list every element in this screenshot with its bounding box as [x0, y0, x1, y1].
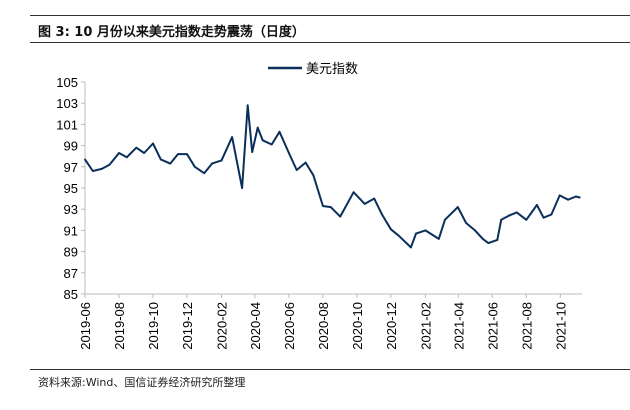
- title-top-rule: [30, 15, 630, 16]
- data-point: [322, 205, 324, 207]
- y-tick-label: 99: [64, 139, 78, 154]
- data-point: [415, 232, 417, 235]
- data-point: [152, 142, 154, 145]
- data-point: [312, 174, 315, 177]
- x-tick-label: 2020-06: [282, 302, 297, 350]
- data-point: [508, 214, 510, 217]
- data-point: [295, 169, 298, 171]
- data-point: [261, 139, 264, 142]
- data-point: [558, 194, 561, 197]
- x-tick-label: 2021-08: [519, 302, 534, 350]
- data-point: [550, 213, 553, 216]
- data-point: [108, 163, 111, 166]
- x-tick-label: 2019-12: [180, 302, 195, 350]
- data-point: [381, 213, 383, 216]
- data-point: [100, 168, 103, 170]
- y-tick-label: 85: [64, 287, 78, 302]
- data-point: [256, 126, 259, 129]
- data-point: [84, 158, 86, 161]
- x-tick-label: 2020-02: [215, 302, 230, 350]
- data-point: [567, 198, 569, 201]
- data-point: [535, 204, 538, 206]
- data-point: [578, 196, 581, 199]
- x-tick-label: 2020-12: [384, 302, 399, 350]
- data-point: [437, 237, 440, 240]
- series-line-usd-index: [84, 104, 581, 249]
- data-point: [487, 242, 490, 245]
- y-tick-label: 91: [64, 223, 78, 238]
- legend-label: 美元指数: [306, 62, 358, 77]
- title-bottom-rule: [30, 42, 630, 43]
- data-point: [211, 162, 213, 165]
- data-point: [397, 234, 400, 237]
- y-tick-label: 93: [64, 202, 78, 217]
- data-point: [500, 218, 503, 221]
- y-tick-label: 105: [56, 75, 78, 90]
- data-point: [246, 104, 249, 107]
- data-point: [270, 143, 273, 146]
- data-point: [339, 215, 342, 218]
- data-point: [278, 130, 281, 133]
- data-point: [193, 165, 196, 168]
- x-tick-label: 2020-10: [350, 302, 365, 350]
- data-point: [363, 203, 366, 205]
- x-tick-label: 2021-06: [485, 302, 500, 350]
- data-point: [574, 195, 577, 198]
- data-point: [203, 172, 206, 175]
- data-point: [352, 191, 355, 194]
- x-tick-label: 2020-08: [316, 302, 331, 350]
- data-point: [304, 161, 307, 164]
- data-point: [542, 216, 545, 219]
- data-point: [456, 206, 459, 208]
- data-point: [525, 218, 528, 221]
- y-tick-label: 97: [64, 160, 78, 175]
- data-point: [515, 211, 518, 214]
- x-tick-label: 2019-10: [146, 302, 161, 350]
- data-point: [474, 229, 476, 232]
- data-point: [135, 146, 138, 149]
- data-point: [143, 152, 145, 154]
- data-point: [159, 158, 162, 161]
- data-point: [177, 153, 179, 155]
- source-note: 资料来源:Wind、国信证券经济研究所整理: [38, 376, 246, 389]
- y-tick-label: 87: [64, 266, 78, 281]
- x-tick-label: 2020-04: [248, 302, 263, 350]
- data-point: [241, 187, 244, 189]
- x-tick-label: 2019-06: [78, 302, 93, 350]
- data-point: [481, 237, 484, 240]
- data-point: [424, 229, 427, 232]
- data-point: [169, 162, 172, 165]
- data-point: [91, 170, 94, 172]
- x-tick-label: 2021-04: [451, 302, 466, 350]
- data-point: [288, 152, 290, 154]
- data-point: [125, 156, 128, 159]
- x-tick-label: 2021-10: [553, 302, 568, 350]
- data-point: [186, 153, 188, 155]
- y-tick-label: 95: [64, 181, 78, 196]
- data-point: [444, 218, 446, 221]
- data-point: [389, 228, 392, 231]
- data-point: [410, 246, 412, 249]
- source-rule: [30, 369, 630, 370]
- figure-title: 图 3: 10 月份以来美元指数走势震荡（日度）: [38, 25, 305, 40]
- x-tick-label: 2021-02: [418, 302, 433, 350]
- data-point: [118, 152, 120, 154]
- data-point: [329, 206, 332, 208]
- data-point: [251, 151, 254, 153]
- data-point: [465, 222, 468, 224]
- data-point: [496, 239, 499, 241]
- data-point: [373, 197, 376, 200]
- x-tick-label: 2019-08: [112, 302, 127, 350]
- y-tick-label: 101: [56, 117, 78, 132]
- data-point: [220, 159, 223, 162]
- y-tick-label: 103: [56, 96, 78, 111]
- data-point: [231, 136, 233, 139]
- y-tick-label: 89: [64, 245, 78, 260]
